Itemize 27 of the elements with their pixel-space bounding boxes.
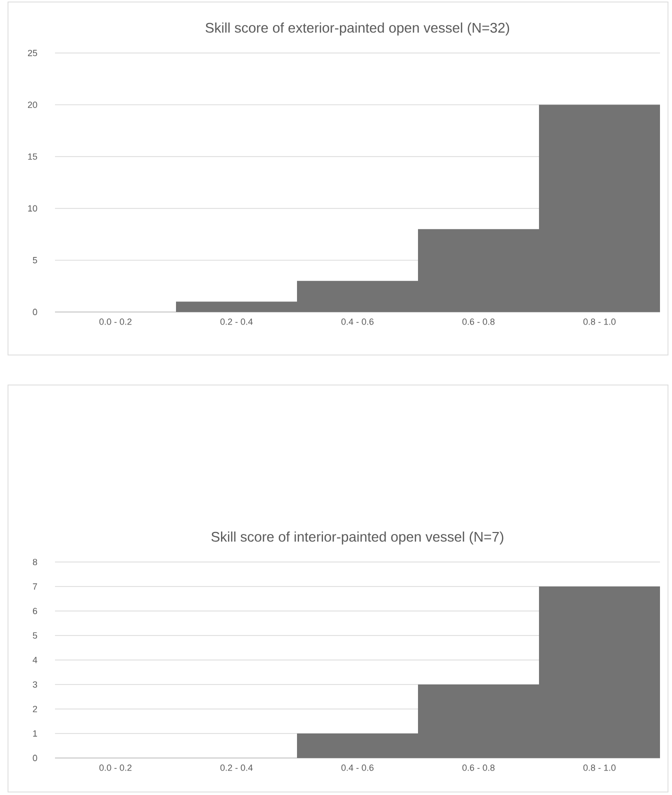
y-tick-label: 6 <box>32 608 38 614</box>
y-tick-label: 1 <box>33 730 38 737</box>
x-tick-label: 0.2 - 0.4 <box>220 764 253 771</box>
chart-title: Skill score of interior-painted open vessel (N=7) <box>211 531 504 544</box>
x-tick-label: 0.6 - 0.8 <box>462 318 495 325</box>
y-tick-label: 8 <box>32 558 38 566</box>
y-tick-label: 25 <box>28 50 38 56</box>
x-tick-label: 0.2 - 0.4 <box>220 318 253 325</box>
y-tick-label: 0 <box>32 754 38 762</box>
y-tick-label: 7 <box>32 583 38 590</box>
y-tick-label: 0 <box>32 308 38 316</box>
x-tick-label: 0.8 - 1.0 <box>583 318 616 325</box>
y-tick-label: 3 <box>32 681 38 688</box>
y-tick-label: 5 <box>32 632 38 639</box>
y-tick-label: 10 <box>28 205 38 212</box>
x-tick-label: 0.4 - 0.6 <box>341 764 374 771</box>
y-tick-label: 5 <box>32 257 38 264</box>
chart-title: Skill score of exterior-painted open vessel (N=32) <box>206 22 510 36</box>
y-tick-label: 20 <box>28 102 38 108</box>
y-tick-label: 4 <box>32 656 38 664</box>
y-tick-label: 2 <box>32 706 38 712</box>
x-tick-label: 0.0 - 0.2 <box>99 318 132 325</box>
x-tick-label: 0.6 - 0.8 <box>462 764 495 771</box>
x-tick-label: 0.0 - 0.2 <box>99 764 132 771</box>
x-tick-label: 0.8 - 1.0 <box>583 764 616 771</box>
y-tick-label: 15 <box>28 153 38 160</box>
x-tick-label: 0.4 - 0.6 <box>341 318 374 325</box>
